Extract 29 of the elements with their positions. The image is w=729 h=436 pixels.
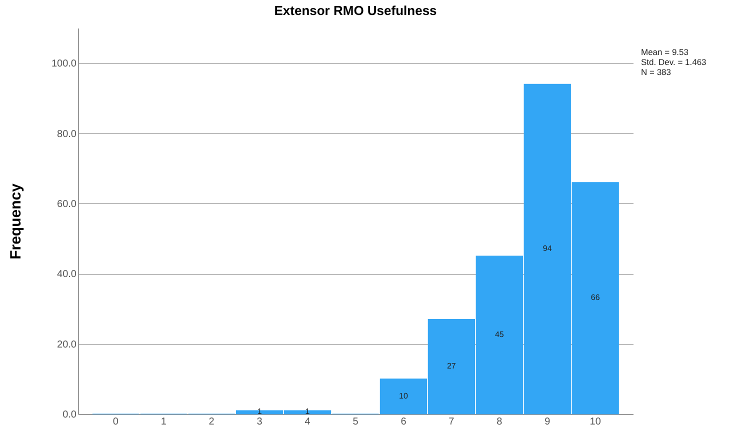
y-tick-label: 0.0 (62, 410, 77, 420)
x-tick-label: 1 (160, 416, 167, 428)
data-label: 94 (542, 244, 552, 254)
y-tick-label: 40.0 (57, 269, 77, 280)
data-label: 45 (494, 330, 504, 340)
x-tick-label: 9 (544, 416, 551, 428)
chart-title: Extensor RMO Usefulness (274, 3, 437, 18)
data-label: 1 (257, 407, 262, 416)
y-tick-label: 100.0 (51, 58, 77, 70)
x-tick-label: 7 (448, 416, 455, 428)
text: Mean = 9.53 (641, 47, 689, 57)
y-tick-label: 60.0 (57, 198, 77, 210)
data-label: 1 (305, 407, 310, 416)
x-tick-label: 6 (400, 416, 407, 428)
y-tick-label: 80.0 (57, 128, 77, 140)
x-tick-label: 8 (496, 416, 503, 428)
x-tick-label: 4 (304, 416, 311, 428)
x-tick-label: 5 (352, 416, 359, 428)
data-label: 66 (590, 293, 600, 302)
x-tick-label: 2 (208, 416, 215, 428)
data-label: 10 (399, 391, 408, 400)
data-label: 27 (446, 362, 456, 371)
x-tick-label: 10 (590, 416, 602, 428)
text: N = 383 (641, 67, 672, 77)
y-tick-label: 20.0 (57, 339, 77, 350)
x-tick-label: 3 (256, 416, 263, 428)
y-axis-title: Frequency (7, 182, 24, 260)
text: Std. Dev. = 1.463 (641, 57, 707, 67)
x-tick-label: 0 (112, 416, 119, 428)
